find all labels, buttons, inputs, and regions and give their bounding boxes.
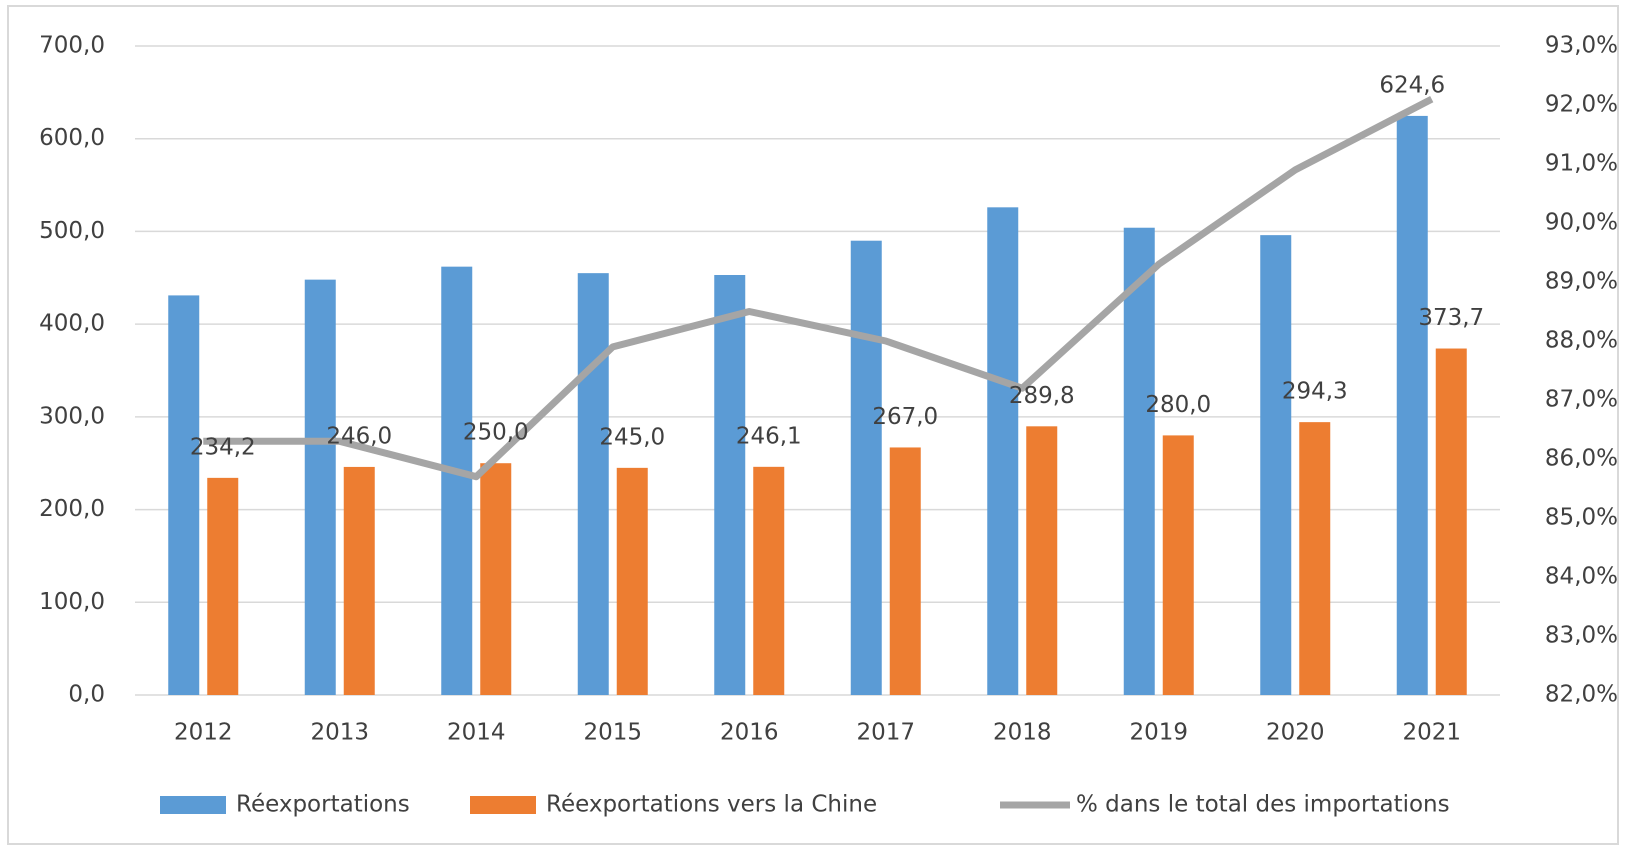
x-tick-label: 2017 — [856, 720, 915, 746]
bar — [1162, 435, 1194, 695]
data-label: 250,0 — [463, 420, 529, 446]
bar — [616, 467, 648, 695]
data-label: 246,0 — [326, 423, 392, 449]
chart-frame — [7, 5, 1619, 845]
bar — [577, 273, 609, 695]
y-tick-label: 500,0 — [39, 218, 105, 244]
legend-label: % dans le total des importations — [1076, 792, 1450, 818]
y2-tick-label: 91,0% — [1545, 151, 1618, 177]
legend-swatch — [160, 796, 226, 814]
x-tick-label: 2019 — [1129, 720, 1188, 746]
y2-tick-label: 85,0% — [1545, 505, 1618, 531]
bar — [753, 466, 785, 695]
x-tick-label: 2014 — [447, 720, 506, 746]
x-tick-label: 2021 — [1402, 720, 1461, 746]
legend-swatch — [470, 796, 536, 814]
x-tick-label: 2018 — [993, 720, 1052, 746]
bar — [1026, 426, 1058, 695]
bar — [1435, 348, 1467, 695]
legend-label: Réexportations — [236, 792, 410, 818]
x-tick-label: 2015 — [583, 720, 642, 746]
data-label: 245,0 — [599, 424, 665, 450]
x-tick-label: 2020 — [1266, 720, 1325, 746]
x-tick-label: 2016 — [720, 720, 779, 746]
bar — [168, 295, 200, 695]
y-tick-label: 200,0 — [39, 496, 105, 522]
bar — [343, 466, 375, 695]
y2-tick-label: 92,0% — [1545, 92, 1618, 118]
x-tick-label: 2012 — [174, 720, 233, 746]
y2-tick-label: 88,0% — [1545, 328, 1618, 354]
y-tick-label: 0,0 — [68, 682, 105, 708]
data-label: 280,0 — [1145, 392, 1211, 418]
bar — [441, 266, 473, 695]
bar — [480, 463, 512, 695]
y2-tick-label: 90,0% — [1545, 210, 1618, 236]
y-tick-label: 300,0 — [39, 403, 105, 429]
y-tick-label: 100,0 — [39, 589, 105, 615]
y2-tick-label: 87,0% — [1545, 387, 1618, 413]
y2-tick-label: 83,0% — [1545, 623, 1618, 649]
data-label: 624,6 — [1379, 72, 1445, 98]
bar — [1123, 227, 1155, 695]
bar — [987, 207, 1019, 695]
bar — [207, 477, 239, 695]
bar — [714, 275, 746, 695]
y2-tick-label: 89,0% — [1545, 269, 1618, 295]
legend-label: Réexportations vers la Chine — [546, 792, 877, 818]
data-label: 246,1 — [736, 423, 802, 449]
y-tick-label: 700,0 — [39, 33, 105, 59]
y-tick-label: 400,0 — [39, 311, 105, 337]
bar — [1396, 115, 1428, 696]
bar — [850, 240, 882, 695]
bar — [304, 279, 336, 695]
data-label: 294,3 — [1282, 379, 1348, 405]
x-tick-label: 2013 — [310, 720, 369, 746]
bar — [1260, 235, 1292, 695]
bar — [889, 447, 921, 695]
data-label: 267,0 — [872, 404, 938, 430]
line-series — [203, 95, 1434, 481]
y2-tick-label: 86,0% — [1545, 446, 1618, 472]
y-tick-label: 600,0 — [39, 125, 105, 151]
bar — [1299, 422, 1331, 695]
data-label: 373,7 — [1418, 305, 1484, 331]
y2-tick-label: 82,0% — [1545, 682, 1618, 708]
y2-tick-label: 84,0% — [1545, 564, 1618, 590]
data-label: 289,8 — [1009, 383, 1075, 409]
y2-tick-label: 93,0% — [1545, 33, 1618, 59]
data-label: 234,2 — [190, 434, 256, 460]
